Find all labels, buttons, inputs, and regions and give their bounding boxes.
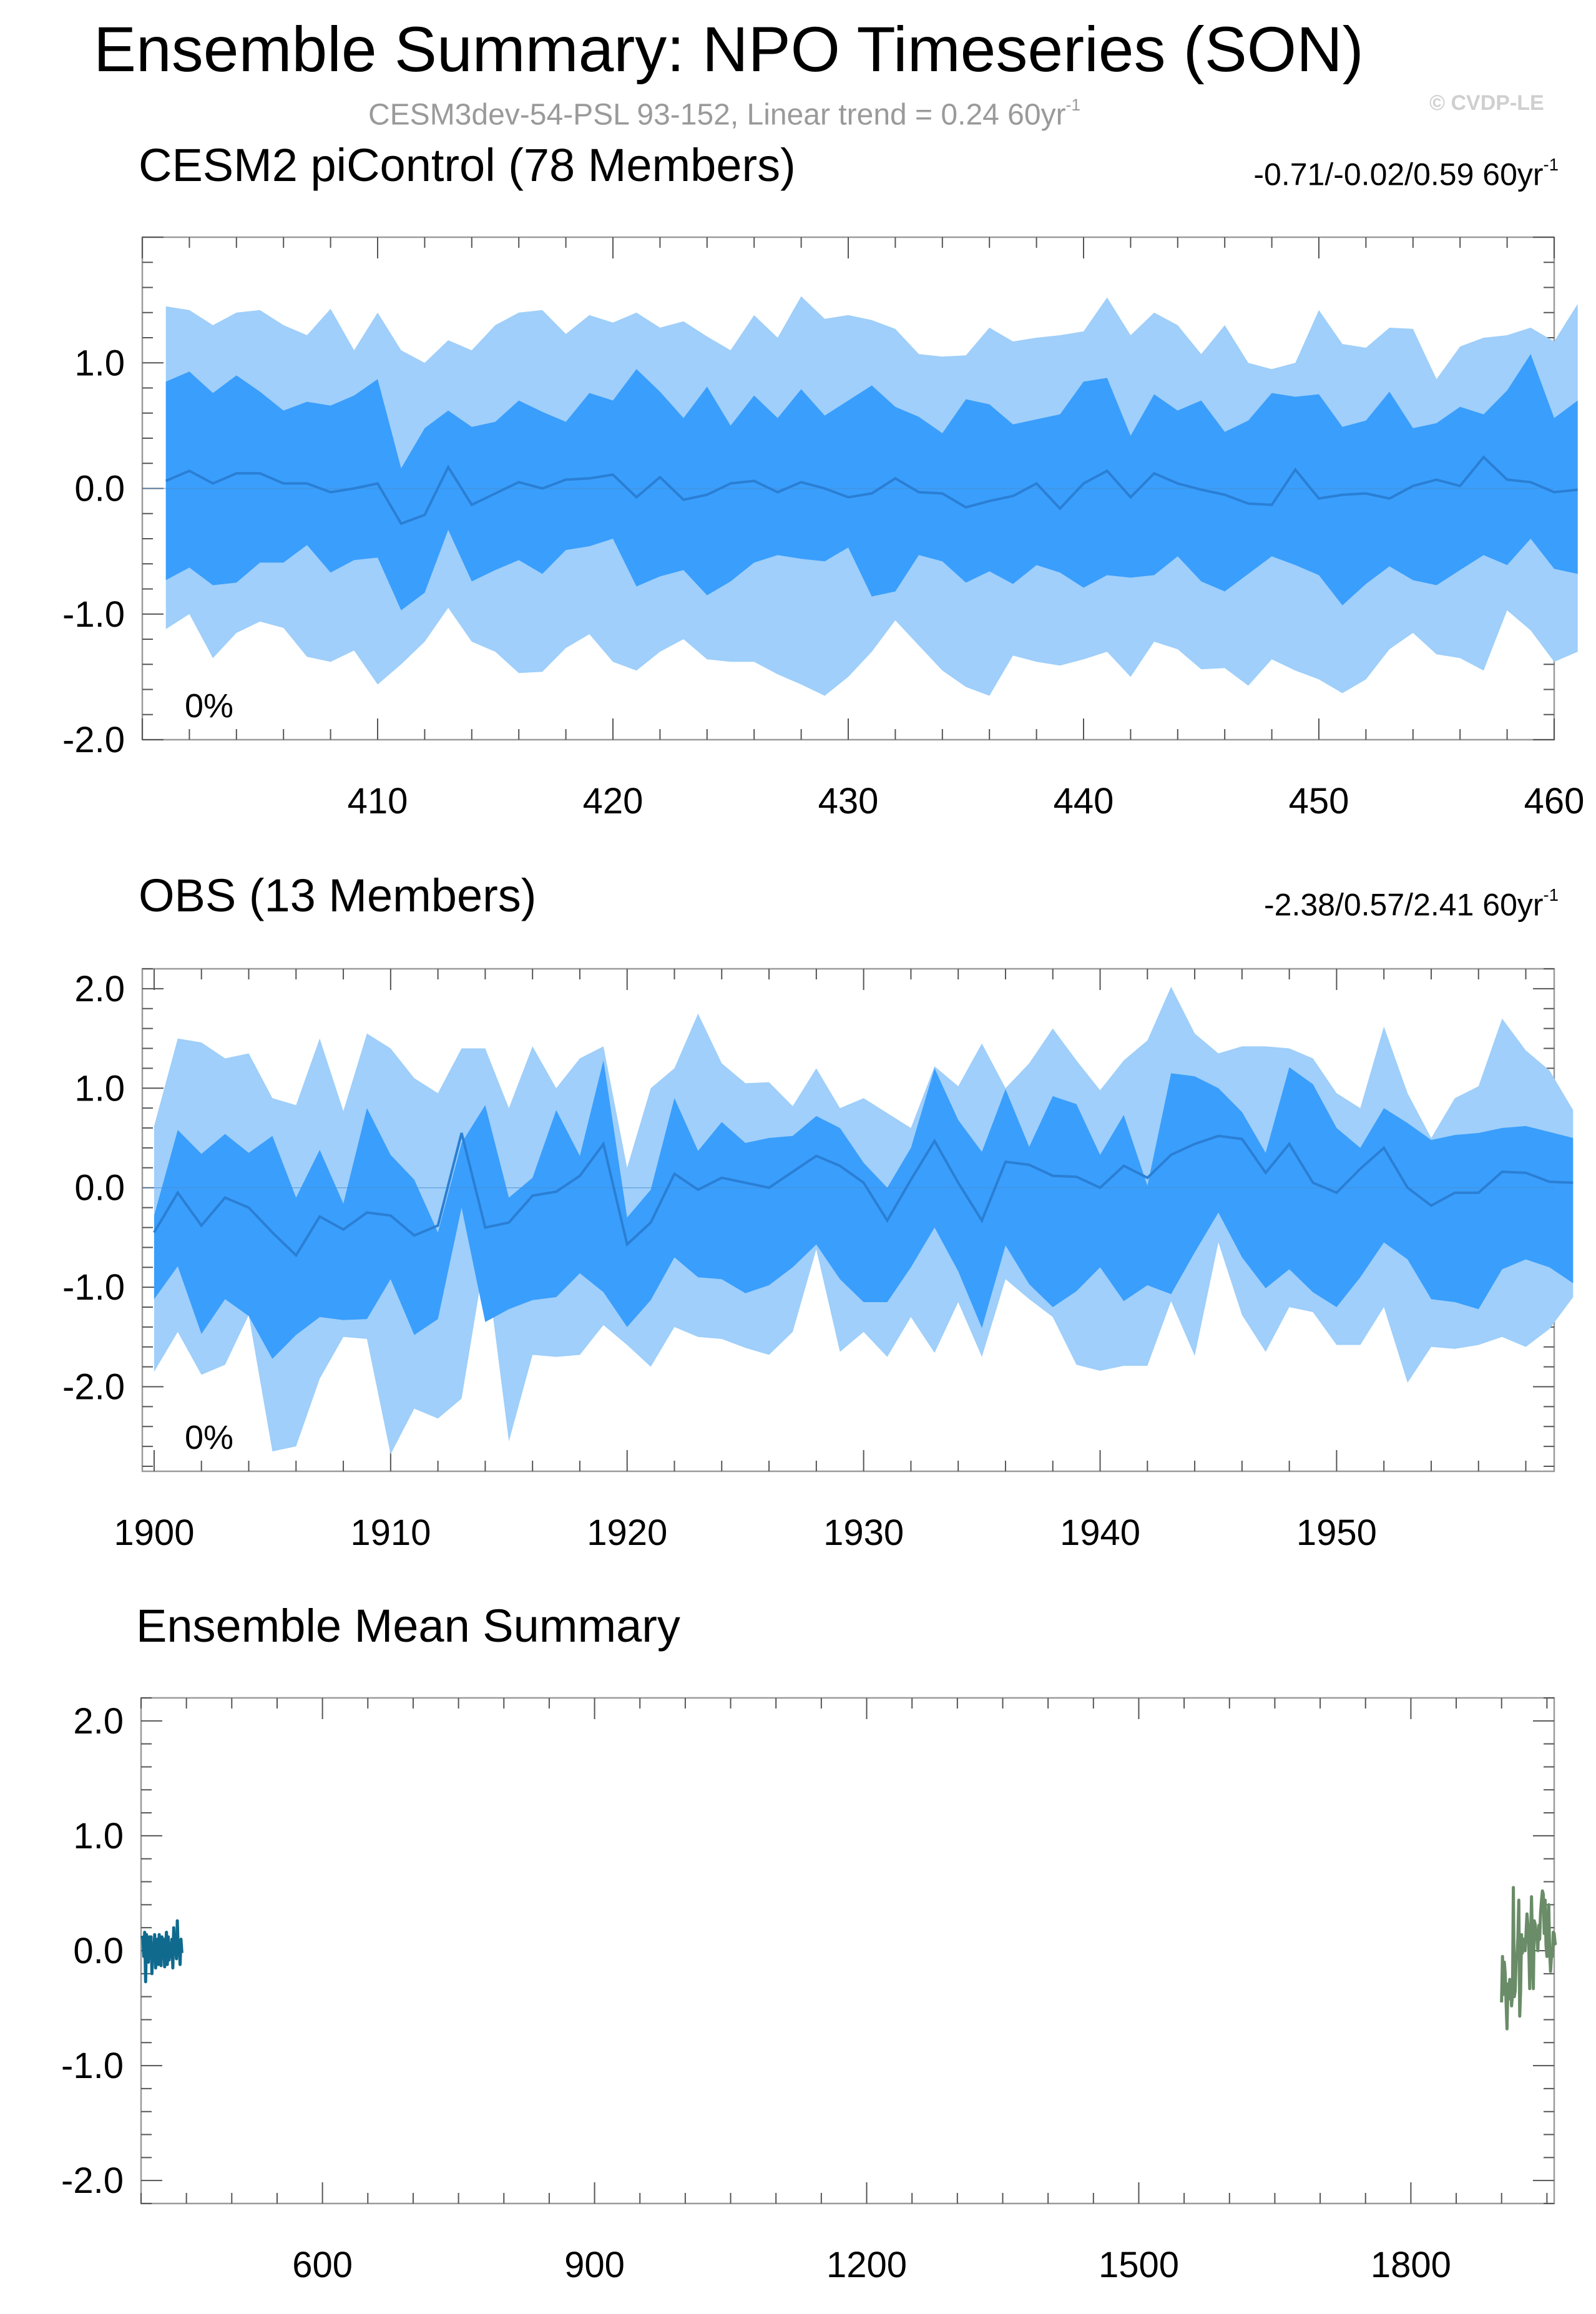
panel2-stats: -2.38/0.57/2.41 60yr-1 [1264,885,1559,923]
panel3-axes: 600 900 1200 1500 1800 2.0 1.0 0.0 -1.0 -2.0 [61,1697,1555,2285]
x-tick-label: 420 [583,781,644,821]
x-tick-label: 1800 [1371,2245,1451,2285]
x-tick-label: 1930 [823,1512,904,1553]
x-tick-label: 1500 [1099,2245,1179,2285]
x-tick-label: 1900 [114,1512,194,1553]
x-tick-label: 900 [564,2245,625,2285]
subtitle: CESM3dev-54-PSL 93-152, Linear trend = 0… [368,97,1080,130]
panel1-stats-text: -0.71/-0.02/0.59 60yr [1253,157,1544,192]
y-tick-label: 1.0 [74,343,125,383]
percent-label: 0% [185,687,233,725]
panel3-frame [140,1697,1555,2205]
panel2-stats-exponent: -1 [1543,885,1559,905]
y-tick-label: 1.0 [74,1068,125,1109]
y-tick-label: -2.0 [61,2160,124,2201]
y-tick-label: -1.0 [61,2046,124,2086]
panel3-plot [140,1886,1557,2031]
panel1-stats-exponent: -1 [1543,155,1559,174]
panel1-plot: 0% [142,296,1578,725]
subtitle-text: CESM3dev-54-PSL 93-152, Linear trend = 0… [368,98,1066,132]
series-line-2 [1500,1886,1557,2031]
x-tick-label: 600 [292,2245,353,2285]
panel1-stats: -0.71/-0.02/0.59 60yr-1 [1253,156,1559,190]
x-tick-label: 1910 [350,1512,431,1553]
y-tick-label: -2.0 [62,1367,125,1408]
panel2-plot: 0% [142,986,1574,1456]
median-line [165,455,1578,526]
y-tick-label: 0.0 [74,1168,125,1208]
x-tick-label: 410 [348,781,408,821]
x-tick-label: 440 [1054,781,1114,821]
inner-range-band [165,354,1578,610]
y-tick-label: -1.0 [62,1267,125,1308]
panel2-title: OBS (13 Members) [139,870,537,921]
main-title: Ensemble Summary: NPO Timeseries (SON) [94,14,1364,85]
median-line [153,1132,1574,1258]
y-tick-label: 0.0 [73,1931,124,1971]
y-tick-label: 2.0 [74,969,125,1009]
x-tick-label: 1940 [1060,1512,1140,1553]
watermark: © CVDP-LE [1429,91,1544,115]
y-tick-label: 0.0 [74,469,125,509]
x-tick-label: 1950 [1296,1512,1377,1553]
y-tick-label: -2.0 [62,720,125,760]
x-tick-label: 450 [1289,781,1349,821]
y-tick-label: 1.0 [73,1816,124,1856]
x-tick-label: 430 [818,781,879,821]
y-tick-label: -1.0 [62,594,125,635]
panel2-stats-text: -2.38/0.57/2.41 60yr [1264,887,1544,923]
y-tick-label: 2.0 [73,1701,124,1742]
subtitle-exponent: -1 [1065,96,1081,114]
x-tick-label: 1920 [587,1512,667,1553]
panel1-title: CESM2 piControl (78 Members) [139,139,796,191]
x-tick-label: 460 [1524,781,1585,821]
x-tick-label: 1200 [826,2245,907,2285]
panel1-axes: 410 420 430 440 450 460 1.0 0.0 -1.0 -2.0 [62,236,1585,821]
series-line-1 [140,1919,184,1984]
percent-label: 0% [185,1419,233,1456]
panel3-title: Ensemble Mean Summary [136,1600,680,1652]
